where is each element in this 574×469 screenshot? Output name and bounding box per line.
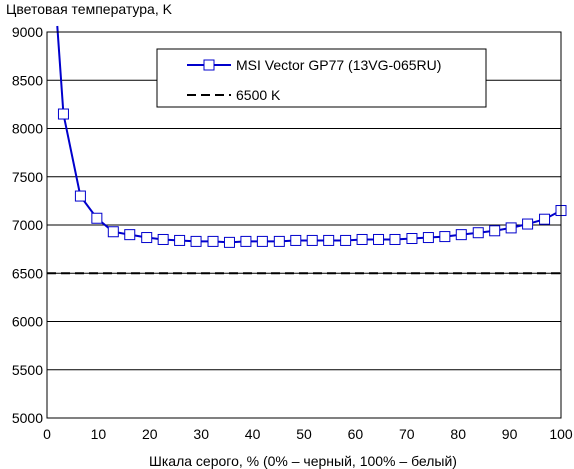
data-point — [174, 234, 186, 246]
data-point — [57, 108, 69, 120]
data-point — [539, 213, 551, 225]
x-tick-label: 60 — [348, 426, 364, 442]
y-tick-label: 8500 — [12, 72, 43, 88]
x-tick-label: 30 — [193, 426, 209, 442]
data-point — [207, 235, 219, 247]
x-tick-label: 50 — [296, 426, 312, 442]
data-point — [439, 231, 451, 243]
data-point — [422, 232, 434, 244]
data-point — [124, 229, 136, 241]
data-point — [157, 233, 169, 245]
y-tick-label: 7000 — [12, 217, 43, 233]
x-tick-labels: 0 10 20 30 40 50 60 70 80 90 100 — [43, 426, 573, 442]
data-point — [323, 234, 335, 246]
data-point — [256, 235, 268, 247]
data-point — [489, 225, 501, 237]
data-point — [389, 233, 401, 245]
data-point — [240, 235, 252, 247]
y-tick-label: 5500 — [12, 362, 43, 378]
x-tick-label: 20 — [142, 426, 158, 442]
x-tick-label: 90 — [502, 426, 518, 442]
data-point — [373, 233, 385, 245]
legend-label-msi: MSI Vector GP77 (13VG-065RU) — [236, 57, 441, 73]
series-layer — [47, 25, 567, 275]
y-tick-label: 6500 — [12, 265, 43, 281]
y-tick-label: 8000 — [12, 121, 43, 137]
x-tick-label: 100 — [549, 426, 573, 442]
y-tick-labels: 5000 5500 6000 6500 7000 7500 8000 8500 9000 — [12, 24, 43, 426]
legend-swatch-marker-msi — [203, 59, 215, 71]
data-point — [340, 234, 352, 246]
data-point — [522, 218, 534, 230]
y-tick-label: 6000 — [12, 314, 43, 330]
data-point — [290, 234, 302, 246]
data-point — [91, 212, 103, 224]
legend-label-6500k: 6500 K — [236, 87, 281, 103]
data-point — [74, 190, 86, 202]
data-point — [273, 235, 285, 247]
y-tick-label: 9000 — [12, 24, 43, 40]
data-point — [141, 232, 153, 244]
data-point — [356, 233, 368, 245]
data-point — [107, 226, 119, 238]
data-point — [455, 229, 467, 241]
y-tick-label: 7500 — [12, 169, 43, 185]
data-point — [406, 233, 418, 245]
legend-box — [156, 48, 487, 108]
x-tick-label: 0 — [43, 426, 51, 442]
data-point — [223, 236, 235, 248]
legend: MSI Vector GP77 (13VG-065RU) 6500 K — [156, 48, 487, 108]
x-tick-label: 10 — [91, 426, 107, 442]
x-axis-title: Шкала серого, % (0% – черный, 100% – бел… — [149, 453, 457, 469]
data-point — [190, 235, 202, 247]
data-point — [306, 234, 318, 246]
x-tick-label: 40 — [245, 426, 261, 442]
data-point — [472, 227, 484, 239]
y-tick-label: 5000 — [12, 410, 43, 426]
x-tick-label: 70 — [399, 426, 415, 442]
plot-frame — [46, 31, 562, 419]
y-axis-title: Цветовая температура, K — [6, 1, 173, 17]
x-tick-label: 80 — [450, 426, 466, 442]
data-point — [505, 222, 517, 234]
